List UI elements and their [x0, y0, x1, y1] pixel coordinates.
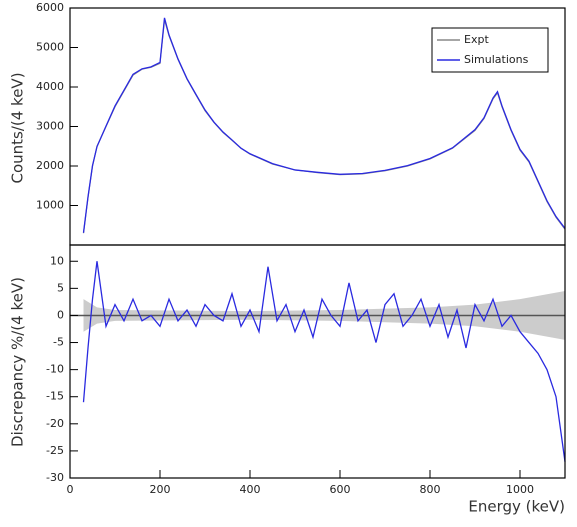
legend-label: Simulations — [464, 53, 529, 66]
y-axis-title: Discrepancy %/(4 keV) — [9, 277, 27, 447]
y-tick-label: 5 — [57, 281, 64, 294]
y-tick-label: -15 — [46, 390, 64, 403]
plot-frame — [69, 244, 566, 479]
y-tick-label: 4000 — [36, 80, 64, 93]
x-tick-label: 800 — [420, 483, 441, 496]
data-line — [82, 17, 566, 233]
y-tick-label: 6000 — [36, 1, 64, 14]
y-tick-label: -5 — [53, 336, 64, 349]
x-tick-label: 400 — [240, 483, 261, 496]
legend-box — [431, 27, 549, 73]
y-tick-label: 1000 — [36, 199, 64, 212]
x-tick-label: 600 — [330, 483, 351, 496]
y-tick-label: -30 — [46, 471, 64, 484]
y-tick-label: -10 — [46, 363, 64, 376]
data-line — [82, 261, 566, 462]
y-axis-title: Counts/(4 keV) — [9, 72, 27, 183]
y-tick-label: 0 — [57, 308, 64, 321]
x-tick-label: 0 — [67, 483, 74, 496]
legend-label: Expt — [464, 33, 489, 46]
y-tick-label: -20 — [46, 417, 64, 430]
x-axis-title: Energy (keV) — [468, 498, 565, 516]
y-tick-label: 3000 — [36, 120, 64, 133]
y-tick-label: 10 — [50, 254, 64, 267]
y-tick-label: -25 — [46, 444, 64, 457]
y-tick-label: 5000 — [36, 41, 64, 54]
x-tick-label: 1000 — [506, 483, 534, 496]
x-tick-label: 200 — [150, 483, 171, 496]
y-tick-label: 2000 — [36, 159, 64, 172]
